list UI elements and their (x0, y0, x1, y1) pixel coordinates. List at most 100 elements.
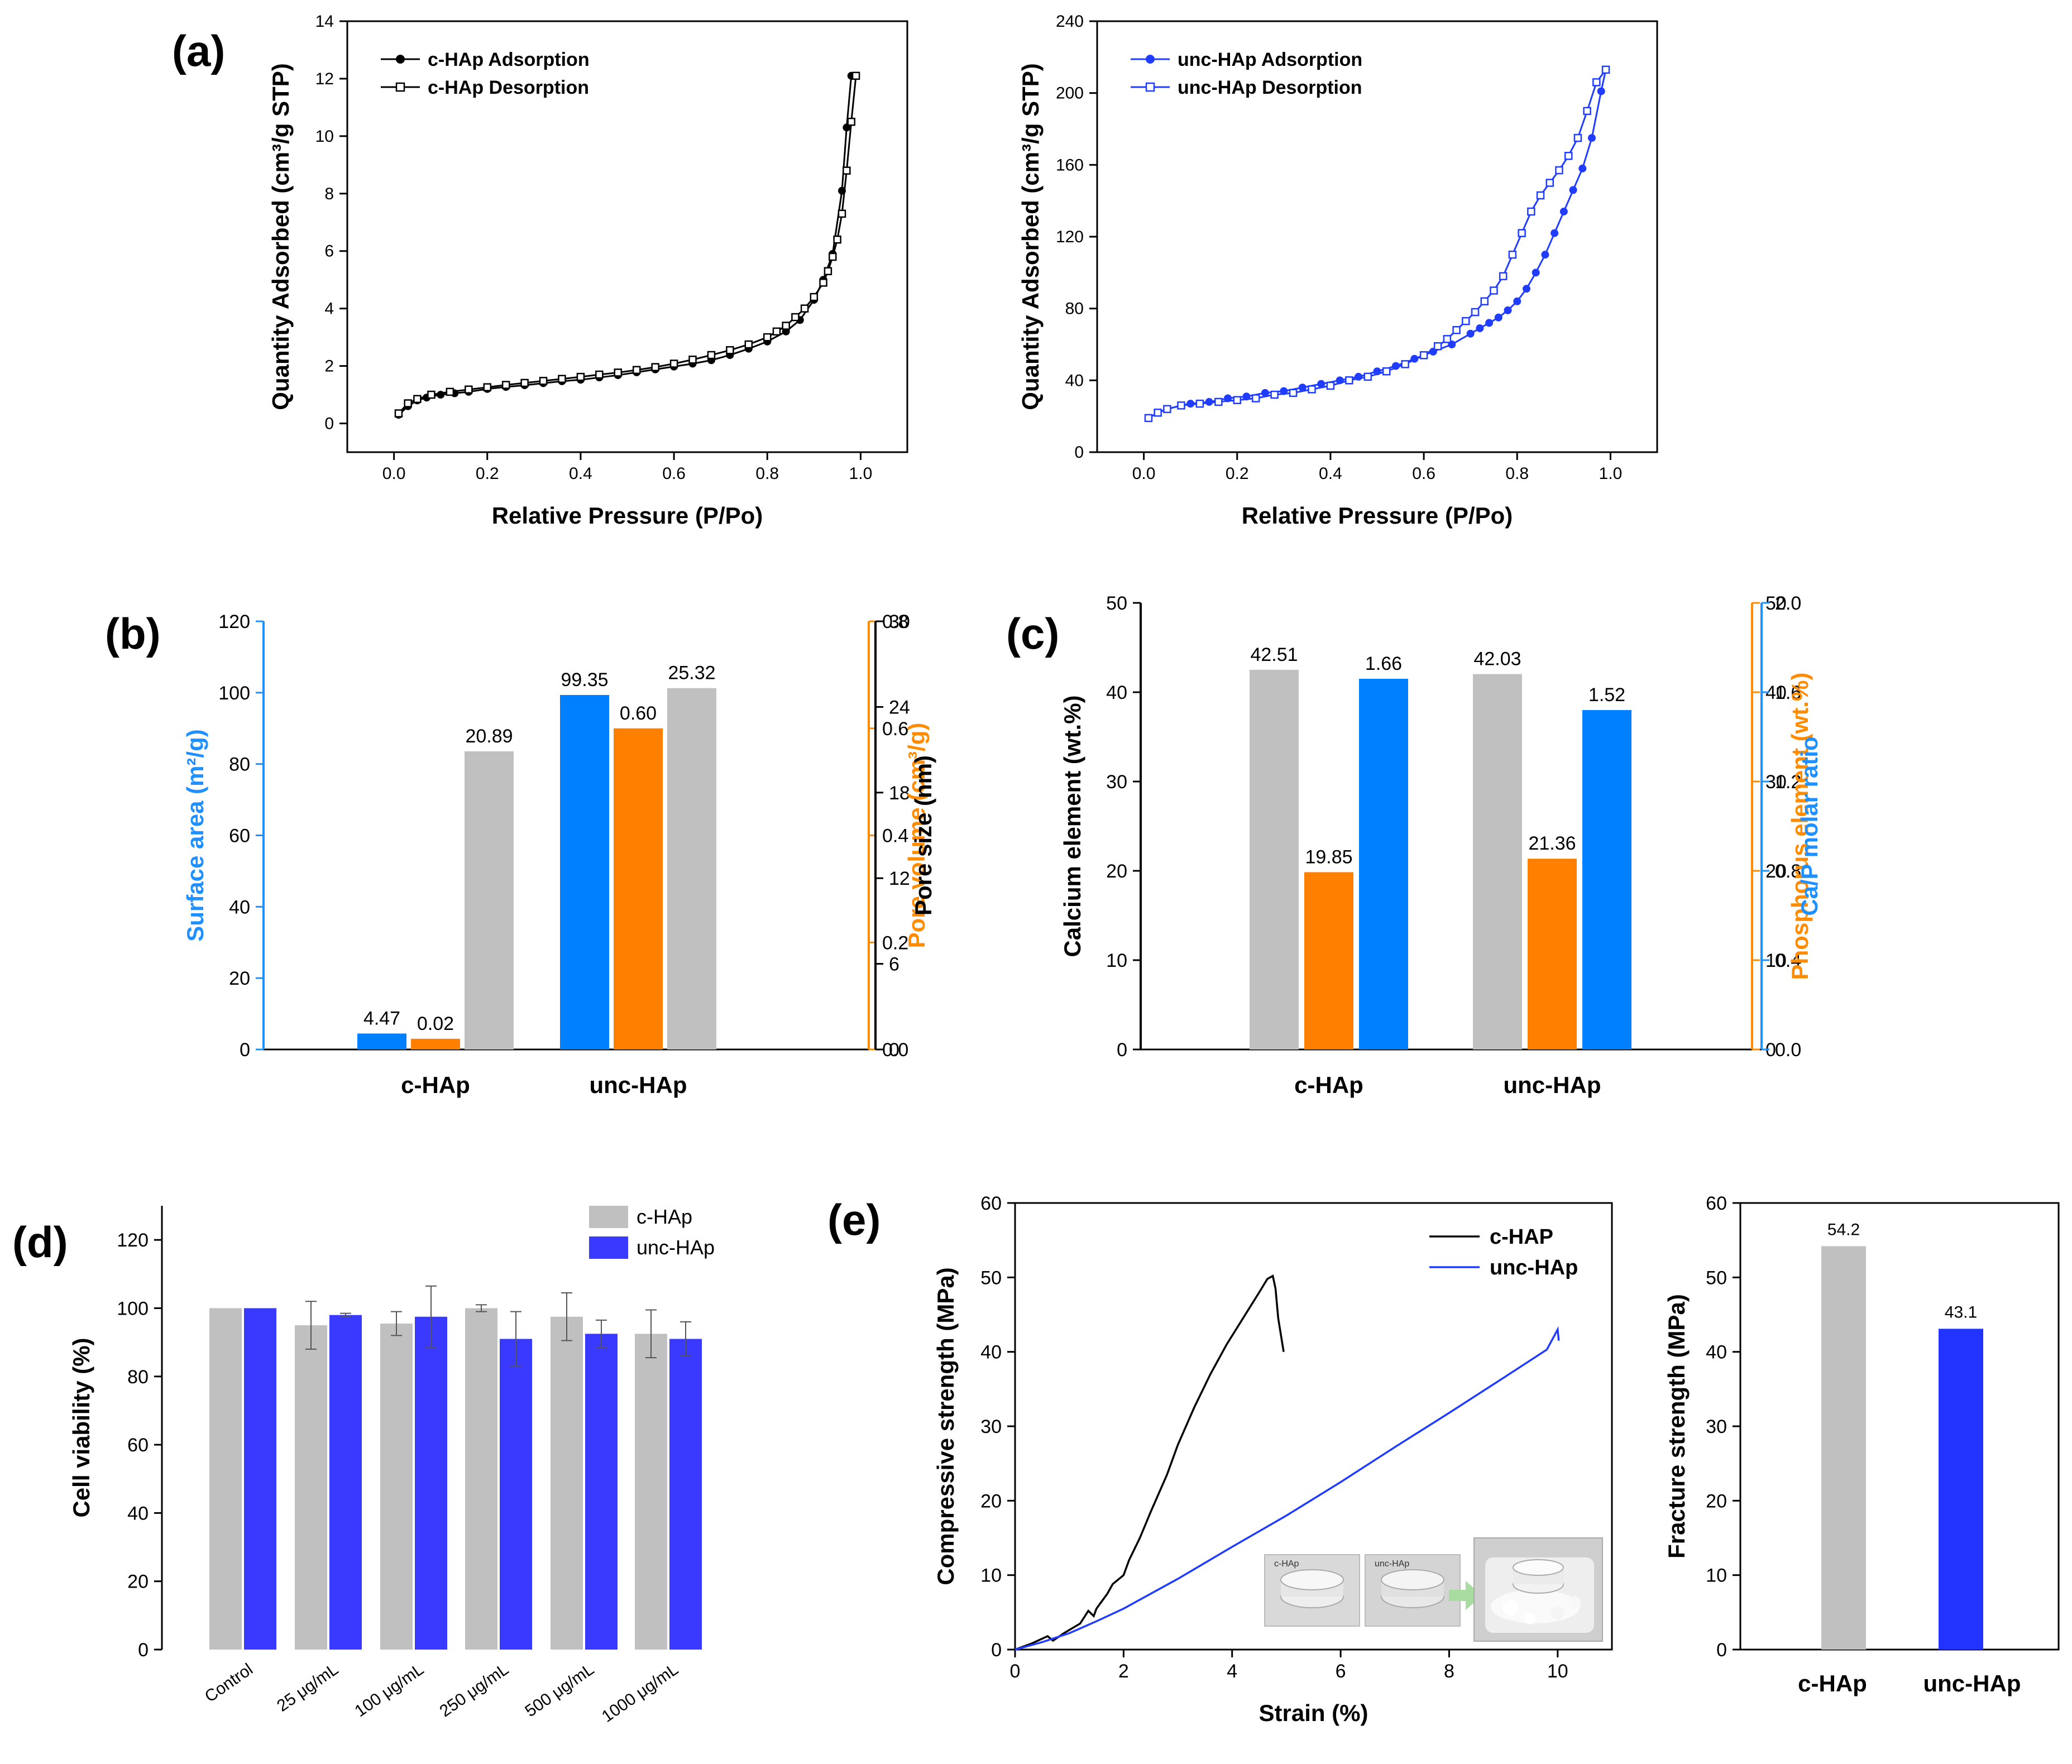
x-tick-label: 0.2 (1226, 464, 1249, 483)
legend-label: c-HAP (1490, 1225, 1553, 1249)
data-point (1401, 360, 1409, 368)
data-point (595, 370, 604, 379)
series-line-0 (1148, 69, 1607, 419)
panel-label-a: (a) (172, 26, 225, 75)
bar-unc-hap (1939, 1329, 1983, 1650)
bar-pore-volume (614, 728, 663, 1049)
data-point (843, 166, 851, 175)
y-tick-label: 0 (324, 415, 334, 433)
chart-e2-fracture-strength: 0 10 20 30 40 50 60 Fracture strength (MPa) 54.2… (1663, 1193, 2060, 1696)
category-label: 250 μg/mL (436, 1660, 512, 1721)
y-tick-label-1: 0.8 (882, 611, 908, 632)
data-point (614, 368, 623, 377)
data-point (707, 351, 716, 359)
x-axis-label: Strain (%) (1258, 1700, 1368, 1726)
data-point (1326, 381, 1335, 390)
series-line-c-hap (1015, 1274, 1285, 1651)
data-point (394, 409, 403, 418)
bar-value-label: 0.60 (620, 703, 657, 724)
data-point (1298, 384, 1307, 392)
y-tick-label-0: 40 (1106, 682, 1127, 703)
data-point (1559, 207, 1568, 215)
data-point (851, 71, 860, 80)
x-tick-label: 0.6 (662, 464, 686, 483)
bar-phosphorus-element (1304, 872, 1353, 1049)
bar-phosphorus-element (1528, 859, 1577, 1049)
data-point (1163, 405, 1171, 414)
data-point (1317, 380, 1325, 388)
series-line-1 (398, 75, 857, 414)
y-tick-label: 80 (127, 1367, 149, 1388)
data-point (1536, 191, 1545, 200)
data-point (1518, 229, 1526, 237)
data-point (501, 381, 510, 389)
y-tick-label: 20 (980, 1490, 1002, 1512)
plot-frame (346, 20, 908, 453)
data-point (829, 252, 837, 261)
y-tick-label-1: 0.4 (882, 826, 908, 847)
data-point (1466, 329, 1475, 338)
y-tick-label: 2 (324, 357, 334, 376)
data-point (847, 117, 855, 126)
data-point (1251, 394, 1260, 402)
inset-label-chap: c-HAp (1274, 1559, 1299, 1569)
y-tick-label-2: 0.4 (1775, 950, 1801, 971)
data-point (1382, 367, 1391, 376)
x-tick-label: 2 (1118, 1661, 1129, 1682)
bar-c-hap (551, 1316, 583, 1650)
chart-e1-stress-strain: 0 2 4 6 8 10 0 10 20 30 40 50 60 Strain (%) Compressiv… (932, 1193, 1613, 1726)
category-label: 25 μg/mL (274, 1660, 342, 1715)
legend-label: c-HAp (637, 1205, 692, 1228)
data-point (1195, 399, 1204, 408)
data-point (558, 375, 566, 384)
data-point (1490, 286, 1498, 295)
legend-label: unc-HAp Desorption (1178, 77, 1362, 98)
series-line-unc-hap (1015, 1326, 1560, 1651)
y-axis-label: Cell viability (%) (68, 1338, 94, 1517)
y-tick-label: 8 (324, 185, 334, 203)
y-tick-label: 60 (127, 1435, 149, 1456)
y-tick-label: 160 (1056, 156, 1084, 174)
y-tick-label-0: 20 (1106, 861, 1127, 882)
bar-surface-area (560, 694, 609, 1049)
x-tick-label: 0 (1010, 1661, 1021, 1682)
data-point (1597, 87, 1605, 95)
data-point (465, 385, 473, 394)
x-tick-label: 0.0 (382, 464, 406, 483)
data-point (1476, 324, 1484, 333)
data-point (1555, 166, 1563, 175)
y-tick-label: 240 (1056, 12, 1084, 31)
data-point (833, 235, 841, 244)
data-point (1270, 390, 1279, 399)
bar-value-label: 20.89 (465, 726, 513, 747)
data-point (1177, 401, 1185, 410)
y-tick-label: 20 (127, 1571, 149, 1593)
data-point (1587, 134, 1596, 142)
y-tick-label-0: 50 (1106, 593, 1127, 614)
bar-pore-size (465, 751, 514, 1049)
y-tick-label-0: 20 (229, 968, 250, 989)
data-point (1462, 317, 1470, 325)
panel-label-e: (e) (827, 1195, 881, 1244)
data-point (1443, 335, 1452, 343)
y-axis-label: Quantity Adsorbed (cm³/g STP) (267, 63, 294, 410)
legend-label: unc-HAp (1490, 1256, 1578, 1279)
x-tick-label: 0.4 (1319, 464, 1342, 483)
data-point (1363, 372, 1372, 381)
bar-value-label: 42.51 (1250, 644, 1298, 665)
inset-label-unchap: unc-HAp (1375, 1559, 1409, 1569)
bar-unc-hap (500, 1339, 532, 1650)
y-tick-label-2: 0 (889, 1039, 899, 1061)
bar-c-hap (635, 1334, 667, 1650)
y-tick-label: 30 (980, 1416, 1002, 1437)
y-tick-label: 0 (991, 1640, 1002, 1661)
y-tick-label: 60 (1706, 1193, 1727, 1214)
y-tick-label-2: 12 (889, 868, 910, 889)
data-point (404, 399, 412, 408)
data-point (772, 327, 781, 336)
data-point (1471, 308, 1480, 317)
right2-axis-label: Pore size (nm) (910, 755, 936, 915)
bar-unc-hap (669, 1339, 702, 1650)
bar-ca-p-molar-ratio (1359, 679, 1408, 1049)
y-tick-label: 100 (117, 1298, 149, 1319)
